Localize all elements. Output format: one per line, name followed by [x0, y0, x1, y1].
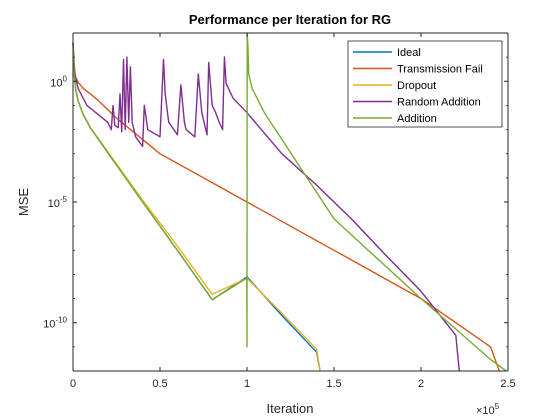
- x-exponent-base: ×10: [476, 405, 495, 417]
- legend-box: [347, 40, 503, 128]
- y-tick-label: 10-10: [43, 316, 67, 331]
- x-tick-label: 1.5: [326, 378, 341, 390]
- legend-label-1: Transmission Fail: [397, 64, 483, 76]
- x-exponent-label: ×105: [476, 402, 500, 417]
- x-exponent-power: 5: [495, 402, 500, 411]
- series-line-3: [72, 42, 460, 372]
- x-tick-label: 2.5: [500, 378, 515, 390]
- x-tick-label: 0.5: [152, 378, 167, 390]
- y-tick-exp: -10: [55, 316, 67, 325]
- y-tick-base: 10: [48, 198, 60, 210]
- legend-label-4: Addition: [397, 113, 437, 125]
- y-tick-base: 10: [43, 319, 55, 331]
- x-axis-label: Iteration: [267, 401, 314, 416]
- x-tick-label: 0: [70, 378, 76, 390]
- chart-title: Performance per Iteration for RG: [189, 12, 391, 27]
- legend-label-3: Random Addition: [397, 97, 481, 109]
- y-tick-label: 10-5: [48, 195, 68, 210]
- legend: Ideal Transmission Fail Dropout Random Addi…: [347, 40, 503, 128]
- x-tick-label: 1: [244, 378, 250, 390]
- series-layer: [72, 32, 507, 372]
- y-tick-exp: -5: [60, 195, 68, 204]
- series-line-4: [72, 32, 507, 372]
- y-tick-exp: 0: [63, 74, 68, 83]
- legend-label-2: Dropout: [397, 80, 436, 92]
- y-tick-label: 100: [50, 74, 67, 89]
- legend-label-0: Ideal: [397, 47, 421, 59]
- y-axis-label: MSE: [16, 188, 31, 217]
- y-tick-base: 10: [50, 77, 62, 89]
- x-tick-label: 2: [418, 378, 424, 390]
